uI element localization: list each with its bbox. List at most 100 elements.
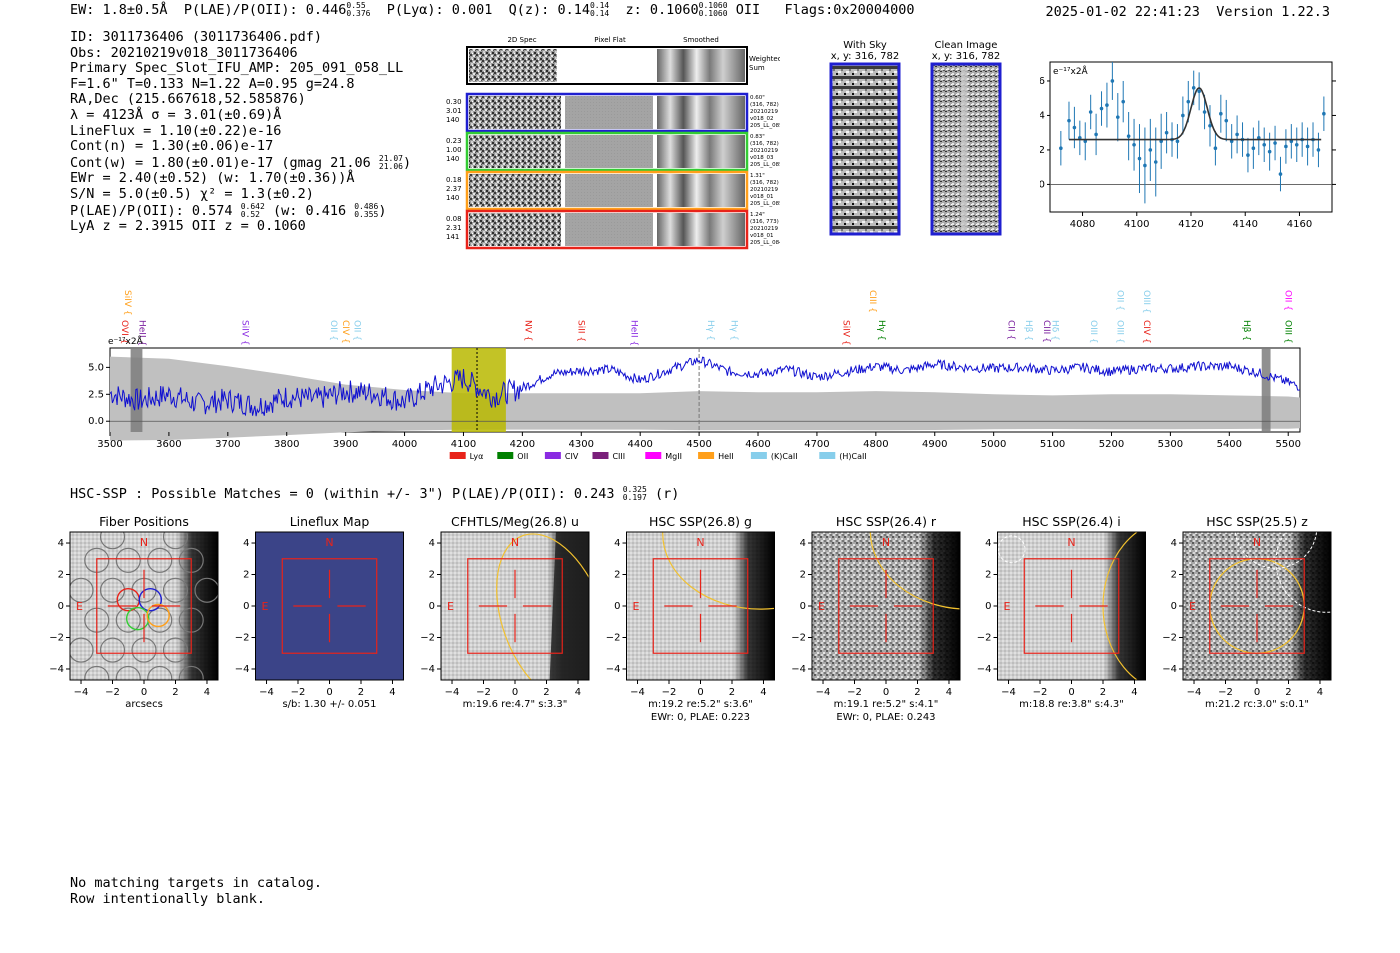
stamp-ytick-label: −4 xyxy=(420,664,435,675)
stamp-xtick-label: 2 xyxy=(543,687,549,698)
legend-swatch xyxy=(645,452,662,459)
north-label: N xyxy=(140,536,148,549)
redshifts: LyA z = 2.3915 OII z = 0.1060 xyxy=(70,218,306,235)
zoom-data-point xyxy=(1143,163,1147,168)
stamp-image xyxy=(812,532,960,680)
zoom-ytick-label: 2 xyxy=(1040,145,1045,156)
spectrum-xtick-label: 5500 xyxy=(1275,439,1300,450)
zoom-ytick-label: 0 xyxy=(1040,179,1045,190)
spectrum-xtick-label: 4600 xyxy=(745,439,770,450)
qz-hi: 0.14 xyxy=(589,1,610,10)
stamp-caption: m:21.2 rc:3.0" s:0.1" xyxy=(1205,699,1309,710)
zoom-data-point xyxy=(1181,113,1185,118)
fiber-cutouts: 2D Spec Pixel Flat Smoothed Weighted Sum… xyxy=(446,36,780,250)
flux-spectrum-line xyxy=(109,356,1301,417)
zoom-data-point xyxy=(1088,110,1093,114)
east-label: E xyxy=(76,600,83,613)
zoom-data-point xyxy=(1197,89,1201,94)
wavelength-sigma: λ = 4123Å σ = 3.01(±0.69)Å xyxy=(70,106,282,123)
spectral-line-label: Hβ { xyxy=(1023,320,1033,341)
stamp-ytick-label: −2 xyxy=(235,632,250,643)
radec: RA,Dec (215.667618,52.585876) xyxy=(70,91,306,108)
stamp-image xyxy=(997,532,1146,680)
with-sky-coords: x, y: 316, 782 xyxy=(831,51,900,62)
weighted-label-2: Sum xyxy=(749,64,765,72)
zoom-data-point xyxy=(1322,111,1326,116)
zoom-ytick-label: 6 xyxy=(1040,76,1045,87)
stamp-xtick-label: −2 xyxy=(847,687,862,698)
zoom-data-point xyxy=(1067,118,1071,123)
fiber-circle xyxy=(115,607,141,633)
spectral-line-label: OII { xyxy=(1282,290,1292,311)
zoom-data-point xyxy=(1235,132,1239,137)
plae-text: P(LAE)/P(OII): 0.574 xyxy=(70,202,233,219)
stamp-ytick-label: 2 xyxy=(800,570,806,581)
fiber-highlight xyxy=(125,606,150,631)
zoom-axes-frame xyxy=(1049,61,1333,213)
stamp-image xyxy=(441,532,589,680)
gmag-lo: 21.06 xyxy=(378,161,403,171)
spectrum-xtick-label: 5200 xyxy=(1099,439,1124,450)
stamp-ytick-label: 4 xyxy=(1171,538,1177,549)
stamp-bright-star-edge xyxy=(70,532,218,680)
zoom-xtick-label: 4160 xyxy=(1287,219,1312,230)
stamp-ytick-label: −2 xyxy=(791,632,806,643)
fiber-circle xyxy=(99,637,126,663)
stamp-xtick-label: −2 xyxy=(662,687,677,698)
weighted-smoothed xyxy=(657,49,745,82)
fiber-circle xyxy=(84,665,110,680)
cutout-header-smoothed: Smoothed xyxy=(683,36,719,44)
cutout-left-stat: 2.31 xyxy=(446,224,462,232)
with-sky-image xyxy=(829,62,901,236)
zoom-model-fit xyxy=(1069,86,1322,141)
flags-value: Flags:0x20004000 xyxy=(784,2,915,18)
plae-end: ) xyxy=(378,202,387,219)
stamp-ytick-label: −4 xyxy=(791,664,806,675)
spectral-line-label: SiIV { xyxy=(240,320,250,346)
zoom-data-point xyxy=(1078,136,1082,140)
imaging-stamps: Fiber Positions N E −4 −2 0 2 4 4 2 0 −2 −4 arcsecs Li… xyxy=(49,514,1332,723)
spectral-line-label: Hγ { xyxy=(705,320,715,341)
stamp-xtick-label: 2 xyxy=(914,687,920,698)
zoom-data-point xyxy=(1121,99,1126,104)
zoom-data-point xyxy=(1219,111,1223,116)
spectrum-xtick-label: 4800 xyxy=(863,439,888,450)
qz-lo: 0.14 xyxy=(589,9,610,18)
catalog-note-line1: No matching targets in catalog. xyxy=(70,875,322,891)
plae-w-lo: 0.355 xyxy=(354,209,379,219)
spectral-line-label: OVI { xyxy=(119,320,129,344)
fiber-circle xyxy=(194,577,218,603)
detection-id: ID: 3011736406 (3011736406.pdf) xyxy=(70,29,322,45)
cutout-right-info: (316, 782) xyxy=(750,102,779,108)
stamp-ytick-label: 4 xyxy=(614,538,620,549)
stamp-xtick-label: −4 xyxy=(1187,687,1202,698)
zoom-data-point xyxy=(1105,103,1109,107)
spectrum-xtick-label: 5000 xyxy=(981,439,1006,450)
cutout-pixelflat xyxy=(565,174,653,207)
cutout-right-info: v018_01 xyxy=(750,194,774,200)
east-label: E xyxy=(1189,600,1196,613)
cutout-2dspec xyxy=(469,213,561,246)
spectrum-ytick-label: 2.5 xyxy=(88,389,104,400)
cutout-right-info: (316, 782) xyxy=(750,180,779,186)
north-label: N xyxy=(325,536,333,549)
stamp-xtick-label: 4 xyxy=(1317,687,1323,698)
east-label: E xyxy=(632,600,639,613)
fiber-circle xyxy=(147,547,173,573)
stamp-ytick-label: −4 xyxy=(977,664,992,675)
cutout-left-stat: 0.23 xyxy=(446,137,462,145)
gmag-hi: 21.07 xyxy=(378,153,403,163)
stamp-bright-star-edge xyxy=(997,532,1146,680)
east-label: E xyxy=(261,600,268,613)
stamp-xtick-label: 0 xyxy=(697,687,703,698)
spectral-line-label: CIV { xyxy=(340,320,350,344)
zoom-data-point xyxy=(1246,153,1250,157)
cont-w: Cont(w) = 1.80(±0.01)e-17 (gmag 21.06 21… xyxy=(70,153,411,172)
stamp-ytick-label: 0 xyxy=(800,601,806,612)
stamp-title: HSC SSP(26.8) g xyxy=(649,514,752,529)
zoom-data-point xyxy=(1267,149,1272,154)
spectral-line-label: Hγ { xyxy=(876,320,886,341)
stamp-bright-star-edge xyxy=(626,532,775,680)
cutout-left-stat: 140 xyxy=(446,155,459,163)
stamp-ytick-label: 0 xyxy=(58,601,64,612)
